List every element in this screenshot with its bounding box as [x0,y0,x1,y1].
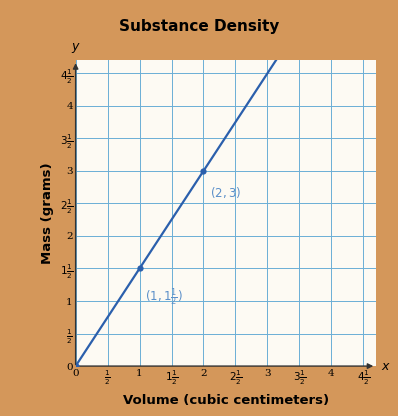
Text: Substance Density: Substance Density [119,19,279,34]
Y-axis label: Mass (grams): Mass (grams) [41,162,54,264]
Text: $(1, 1\frac{1}{2})$: $(1, 1\frac{1}{2})$ [144,287,183,308]
Text: $x$: $x$ [381,359,391,373]
Text: $(2, 3)$: $(2, 3)$ [210,185,241,200]
X-axis label: Volume (cubic centimeters): Volume (cubic centimeters) [123,394,329,407]
Text: $y$: $y$ [71,41,80,55]
